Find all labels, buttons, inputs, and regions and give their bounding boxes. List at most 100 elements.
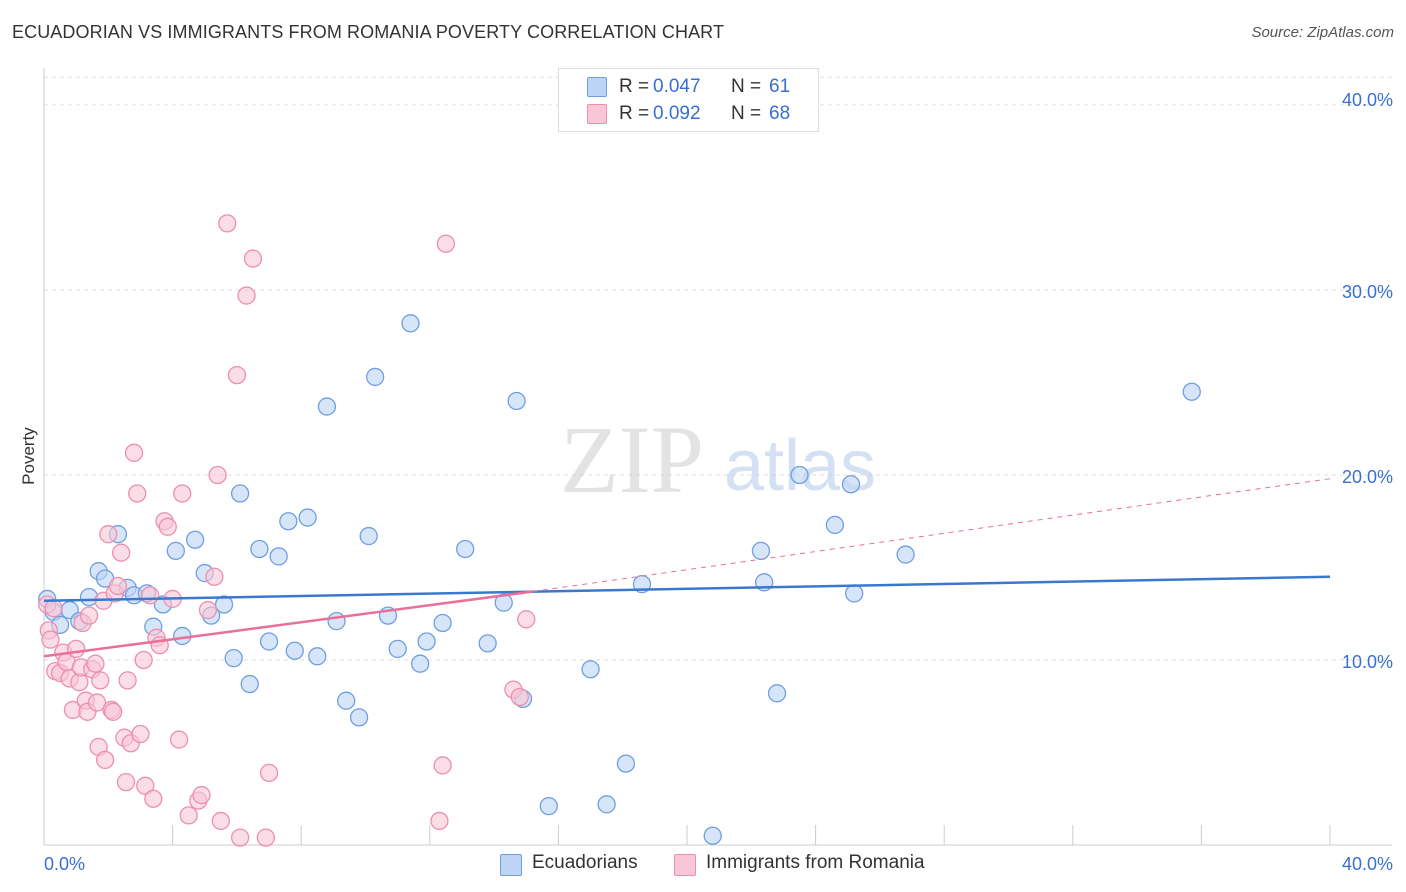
romania-point[interactable] bbox=[433, 756, 452, 775]
ecuadorian-point[interactable] bbox=[767, 684, 787, 703]
romania-point[interactable] bbox=[67, 639, 86, 659]
y-tick-label: 20.0% bbox=[1342, 467, 1393, 487]
romania-point[interactable] bbox=[131, 724, 150, 744]
romania-point[interactable] bbox=[87, 693, 107, 712]
romania-point[interactable] bbox=[243, 249, 263, 268]
romania-point[interactable] bbox=[134, 650, 153, 670]
ecuadorian-point[interactable] bbox=[285, 641, 304, 660]
romania-point[interactable] bbox=[86, 654, 105, 673]
legend-row-romania: R = 0.092 N = 68 bbox=[559, 101, 818, 127]
romania-point[interactable] bbox=[173, 484, 192, 503]
romania-point[interactable] bbox=[259, 763, 279, 782]
romania-point[interactable] bbox=[227, 365, 247, 385]
romania-point[interactable] bbox=[517, 610, 536, 629]
romania-point[interactable] bbox=[91, 671, 110, 690]
romania-point[interactable] bbox=[218, 214, 237, 233]
ecuadorian-point[interactable] bbox=[214, 595, 234, 614]
romania-point[interactable] bbox=[144, 789, 163, 808]
ecuadorian-point[interactable] bbox=[478, 634, 497, 653]
ecuadorian-point[interactable] bbox=[317, 397, 337, 416]
romania-point[interactable] bbox=[198, 600, 218, 620]
romania-point[interactable] bbox=[118, 671, 137, 690]
ecuadorian-point[interactable] bbox=[359, 526, 378, 546]
chart-title: ECUADORIAN VS IMMIGRANTS FROM ROMANIA PO… bbox=[12, 22, 725, 42]
x-tick-label: 0.0% bbox=[44, 854, 85, 874]
legend-row-ecuadorians: R = 0.047 N = 61 bbox=[559, 74, 818, 100]
ecuadorian-point[interactable] bbox=[279, 512, 298, 531]
ecuadorian-point[interactable] bbox=[825, 515, 845, 535]
ecuadorian-point[interactable] bbox=[349, 708, 369, 727]
romania-point[interactable] bbox=[99, 525, 118, 544]
romania-point[interactable] bbox=[158, 517, 177, 536]
ecuadorian-point[interactable] bbox=[597, 795, 616, 814]
romania-point[interactable] bbox=[136, 776, 155, 795]
ecuadorian-point[interactable] bbox=[1182, 382, 1201, 401]
ecuadorian-point[interactable] bbox=[616, 754, 636, 773]
watermark: ZIP atlas bbox=[560, 406, 876, 513]
ecuadorian-point[interactable] bbox=[269, 547, 288, 566]
ecuadorian-point[interactable] bbox=[456, 539, 475, 559]
ecuadorian-point[interactable] bbox=[845, 584, 864, 603]
ecuadorian-point[interactable] bbox=[230, 484, 250, 503]
romania-point[interactable] bbox=[430, 811, 449, 831]
ecuadorian-point[interactable] bbox=[298, 508, 317, 527]
ecuadorian-point[interactable] bbox=[224, 649, 243, 668]
romania-point[interactable] bbox=[124, 443, 144, 462]
legend-r-value: 0.047 bbox=[653, 76, 701, 97]
ecuadorian-point[interactable] bbox=[433, 613, 452, 633]
axes bbox=[43, 68, 1392, 846]
romania-point[interactable] bbox=[179, 806, 198, 825]
romania-point[interactable] bbox=[44, 599, 63, 618]
ecuadorian-point[interactable] bbox=[841, 475, 861, 494]
romania-point[interactable] bbox=[208, 465, 227, 485]
ecuadorian-point[interactable] bbox=[401, 314, 420, 333]
ecuadorian-point[interactable] bbox=[411, 654, 430, 673]
y-tick-label: 40.0% bbox=[1342, 90, 1393, 110]
ecuadorian-point[interactable] bbox=[703, 826, 722, 845]
ecuadorian-point[interactable] bbox=[581, 660, 600, 679]
romania-point[interactable] bbox=[192, 785, 211, 805]
ecuadorian-point[interactable] bbox=[240, 674, 259, 694]
ecuadorian-point[interactable] bbox=[308, 647, 327, 666]
ecuadorian-point[interactable] bbox=[417, 632, 436, 651]
y-tick-label: 10.0% bbox=[1342, 652, 1393, 672]
source-label: Source: ZipAtlas.com bbox=[1251, 24, 1394, 41]
romania-point[interactable] bbox=[256, 828, 275, 847]
ecuadorian-point[interactable] bbox=[507, 391, 526, 411]
ecuadorian-point[interactable] bbox=[250, 539, 269, 559]
romania-point[interactable] bbox=[205, 567, 224, 586]
ecuadorian-point[interactable] bbox=[259, 632, 279, 651]
ecuadorian-point[interactable] bbox=[365, 367, 385, 387]
legend-n-label: N = bbox=[731, 103, 762, 124]
romania-point[interactable] bbox=[510, 687, 529, 707]
correlation-legend: R = 0.047 N = 61 R = 0.092 N = 68 bbox=[558, 68, 819, 132]
ecuadorian-point[interactable] bbox=[166, 541, 185, 560]
romania-point[interactable] bbox=[128, 484, 147, 503]
series-legend: Ecuadorians Immigrants from Romania bbox=[0, 852, 1406, 876]
ecuadorian-point[interactable] bbox=[790, 465, 809, 485]
ecuadorian-point[interactable] bbox=[388, 639, 407, 659]
ecuadorian-point[interactable] bbox=[751, 541, 771, 560]
romania-point[interactable] bbox=[79, 606, 99, 625]
ecuadorian-point[interactable] bbox=[185, 530, 205, 549]
romania-point[interactable] bbox=[140, 586, 160, 605]
legend-n-value: 61 bbox=[769, 76, 791, 97]
romania-point[interactable] bbox=[103, 702, 123, 721]
romania-point[interactable] bbox=[112, 543, 131, 562]
romania-trend-line bbox=[43, 590, 533, 658]
romania-point[interactable] bbox=[108, 576, 128, 596]
ecuadorian-point[interactable] bbox=[327, 612, 346, 631]
romania-point[interactable] bbox=[211, 811, 230, 831]
y-axis-label: Poverty bbox=[19, 427, 38, 485]
romania-trend-extension bbox=[532, 478, 1331, 593]
romania-point[interactable] bbox=[230, 828, 250, 847]
romania-point[interactable] bbox=[169, 730, 189, 749]
romania-point[interactable] bbox=[436, 234, 456, 253]
romania-point[interactable] bbox=[237, 286, 256, 305]
romania-point[interactable] bbox=[41, 630, 60, 649]
romania-point[interactable] bbox=[95, 750, 115, 770]
romania-point[interactable] bbox=[116, 772, 136, 792]
ecuadorian-point[interactable] bbox=[896, 545, 915, 564]
ecuadorian-point[interactable] bbox=[337, 691, 356, 710]
ecuadorian-point[interactable] bbox=[539, 797, 558, 816]
